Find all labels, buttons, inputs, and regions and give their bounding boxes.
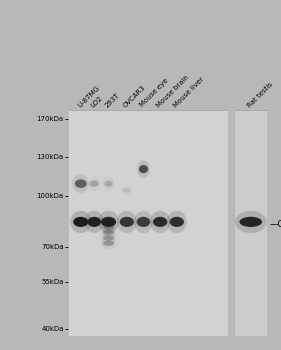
- Ellipse shape: [75, 179, 87, 188]
- Ellipse shape: [167, 211, 187, 233]
- Text: 100kDa: 100kDa: [37, 193, 64, 198]
- Ellipse shape: [123, 188, 131, 193]
- Text: 70kDa: 70kDa: [41, 244, 64, 250]
- Ellipse shape: [87, 217, 101, 227]
- Ellipse shape: [120, 217, 134, 227]
- Text: 55kDa: 55kDa: [41, 279, 64, 285]
- Ellipse shape: [153, 217, 167, 227]
- Text: 130kDa: 130kDa: [37, 154, 64, 161]
- Ellipse shape: [72, 174, 89, 193]
- Ellipse shape: [239, 217, 262, 227]
- Ellipse shape: [134, 211, 153, 233]
- Text: 40kDa: 40kDa: [41, 326, 64, 331]
- Ellipse shape: [103, 235, 114, 241]
- Text: Mouse brain: Mouse brain: [156, 74, 191, 108]
- Text: Mouse liver: Mouse liver: [173, 76, 205, 108]
- Text: OVCAR3: OVCAR3: [123, 84, 147, 108]
- Ellipse shape: [235, 211, 267, 233]
- Ellipse shape: [70, 211, 91, 233]
- Ellipse shape: [139, 165, 148, 173]
- Ellipse shape: [104, 181, 113, 187]
- Text: 293T: 293T: [104, 92, 121, 108]
- Text: 170kDa: 170kDa: [37, 116, 64, 121]
- Text: Mouse eye: Mouse eye: [139, 78, 170, 108]
- Ellipse shape: [137, 217, 150, 227]
- Ellipse shape: [137, 160, 150, 178]
- Ellipse shape: [103, 224, 114, 230]
- Text: U-87MG: U-87MG: [76, 84, 101, 108]
- Ellipse shape: [90, 181, 99, 187]
- Ellipse shape: [85, 211, 104, 233]
- Ellipse shape: [98, 211, 119, 233]
- Text: —G2E3: —G2E3: [270, 220, 281, 229]
- Ellipse shape: [170, 217, 184, 227]
- Ellipse shape: [103, 230, 114, 236]
- Ellipse shape: [103, 240, 114, 246]
- Text: Rat testis: Rat testis: [246, 81, 274, 108]
- Ellipse shape: [117, 211, 137, 233]
- Ellipse shape: [103, 219, 114, 225]
- Text: LO2: LO2: [90, 95, 104, 108]
- Ellipse shape: [101, 217, 116, 227]
- Ellipse shape: [150, 211, 170, 233]
- Ellipse shape: [73, 217, 88, 227]
